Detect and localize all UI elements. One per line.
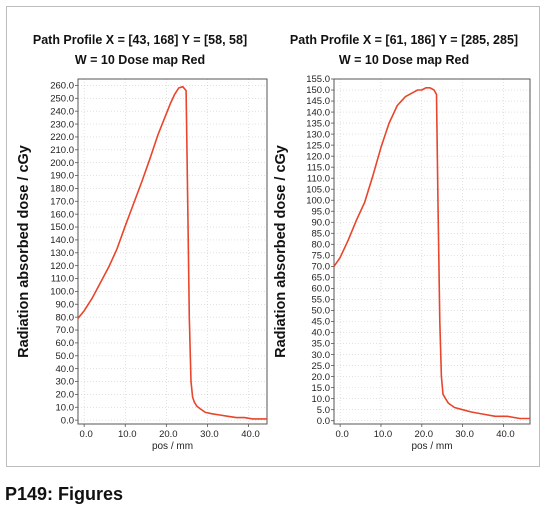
chart1-ytick-label-26: 260.0 (50, 81, 74, 92)
chart1-ytick-label-17: 170.0 (50, 196, 74, 207)
chart2-ytick-label-30: 150.0 (306, 85, 330, 96)
chart2-series-line-0 (333, 87, 530, 420)
chart1-ytick-label-19: 190.0 (50, 171, 74, 182)
figure-caption: P149: Figures (5, 484, 124, 504)
chart2-xlabel: pos / mm (411, 441, 452, 452)
chart1-ytick-label-12: 120.0 (50, 261, 74, 272)
chart2-ytick-label-2: 10.0 (312, 394, 331, 405)
chart1-title-line2: W = 10 Dose map Red (75, 53, 205, 67)
chart1-ytick-label-21: 210.0 (50, 145, 74, 156)
chart1-ytick-label-9: 90.0 (56, 299, 75, 310)
chart1-xtick-label-0: 0.0 (80, 429, 93, 440)
chart2-ytick-label-31: 155.0 (306, 74, 330, 85)
chart1-ytick-label-13: 130.0 (50, 248, 74, 259)
chart1-ytick-label-2: 20.0 (56, 390, 75, 401)
chart2-title-line2: W = 10 Dose map Red (339, 53, 469, 67)
chart1-ytick-label-1: 10.0 (56, 402, 75, 413)
chart2-xtick-label-0: 0.0 (336, 429, 349, 440)
chart2-ytick-label-6: 30.0 (312, 350, 331, 361)
charts-canvas: Path Profile X = [43, 168] Y = [58, 58] W… (16, 33, 531, 452)
chart1-ylabel: Radiation absorbed dose / cGy (16, 145, 32, 358)
chart1-xtick-label-4: 40.0 (241, 429, 260, 440)
chart2-ytick-label-12: 60.0 (312, 284, 331, 295)
chart2-xtick-label-3: 30.0 (455, 429, 474, 440)
chart2-ytick-label-27: 135.0 (306, 118, 330, 129)
chart2-ytick-label-0: 0.0 (317, 416, 330, 427)
chart2-ytick-label-16: 80.0 (312, 240, 331, 251)
chart2-ytick-label-18: 90.0 (312, 217, 331, 228)
chart2-ytick-label-22: 110.0 (307, 173, 330, 184)
chart2-xtick-label-2: 20.0 (415, 429, 434, 440)
chart1-ytick-label-25: 250.0 (50, 94, 74, 105)
chart2-xtick-label-1: 10.0 (374, 429, 393, 440)
chart1-xtick-label-3: 30.0 (200, 429, 219, 440)
chart2-ytick-label-19: 95.0 (312, 206, 331, 217)
chart2-ytick-label-8: 40.0 (312, 328, 331, 339)
chart1-ytick-label-22: 220.0 (50, 132, 74, 143)
chart2-ytick-label-20: 100.0 (306, 195, 330, 206)
chart1-xtick-label-2: 20.0 (159, 429, 178, 440)
chart2-ytick-label-29: 145.0 (306, 96, 330, 107)
chart1-ytick-label-6: 60.0 (56, 338, 75, 349)
chart1-ytick-label-10: 100.0 (50, 287, 74, 298)
chart2-ytick-label-28: 140.0 (306, 107, 330, 118)
chart1-ytick-label-3: 30.0 (56, 377, 75, 388)
chart1-ytick-label-23: 230.0 (50, 119, 74, 130)
chart2-ytick-label-23: 115.0 (307, 162, 330, 173)
chart1-ytick-label-11: 110.0 (51, 274, 74, 285)
chart2-ytick-label-21: 105.0 (306, 184, 330, 195)
figure-frame (6, 6, 540, 467)
chart2-ytick-label-17: 85.0 (312, 229, 331, 240)
chart2-ytick-label-15: 75.0 (312, 251, 331, 262)
chart2-ytick-label-26: 130.0 (306, 129, 330, 140)
chart1-ytick-label-18: 180.0 (50, 184, 74, 195)
chart2-ytick-label-3: 15.0 (312, 383, 331, 394)
chart2-ytick-label-24: 120.0 (306, 151, 330, 162)
chart1-ytick-label-0: 0.0 (61, 415, 74, 426)
chart1-xtick-label-1: 10.0 (118, 429, 137, 440)
chart1-xlabel: pos / mm (152, 441, 193, 452)
chart2-ytick-label-13: 65.0 (312, 273, 331, 284)
chart2-ytick-label-11: 55.0 (312, 295, 331, 306)
chart1-ytick-label-14: 140.0 (50, 235, 74, 246)
chart1-ytick-label-15: 150.0 (50, 222, 74, 233)
chart2-ytick-label-25: 125.0 (306, 140, 330, 151)
chart2-ytick-label-4: 20.0 (312, 372, 331, 383)
chart1-ytick-label-7: 70.0 (56, 325, 75, 336)
chart1-ytick-label-24: 240.0 (50, 106, 74, 117)
chart2-ylabel: Radiation absorbed dose / cGy (273, 145, 289, 358)
chart1-ytick-label-5: 50.0 (56, 351, 75, 362)
chart1-ytick-label-16: 160.0 (50, 209, 74, 220)
chart2-title-line1: Path Profile X = [61, 186] Y = [285, 285… (290, 33, 518, 47)
chart1-title-line1: Path Profile X = [43, 168] Y = [58, 58] (33, 33, 247, 47)
chart1-ytick-label-8: 80.0 (56, 312, 75, 323)
chart2-xtick-label-4: 40.0 (496, 429, 515, 440)
chart2-ytick-label-7: 35.0 (312, 339, 331, 350)
chart2-ytick-label-10: 50.0 (312, 306, 331, 317)
chart2-ytick-label-14: 70.0 (312, 262, 331, 273)
chart1-series-line-0 (77, 85, 267, 420)
chart2-ytick-label-5: 25.0 (312, 361, 331, 372)
chart1-ytick-label-4: 40.0 (56, 364, 75, 375)
chart2-ytick-label-9: 45.0 (312, 317, 331, 328)
chart2-plot-area (333, 78, 531, 425)
chart1-ytick-label-20: 200.0 (50, 158, 74, 169)
chart2-ytick-label-1: 5.0 (317, 405, 330, 416)
chart1-plot-area (77, 78, 268, 425)
